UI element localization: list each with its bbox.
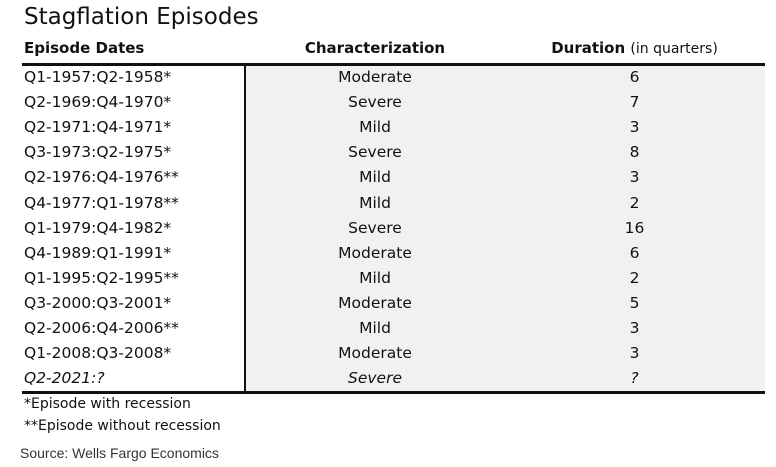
table-cell: Q1-2008:Q3-2008* (24, 344, 172, 363)
footnote: **Episode without recession (24, 418, 221, 434)
table-cell: 16 (624, 218, 645, 237)
column-header: Episode Dates (24, 39, 145, 57)
table-cell: Moderate (338, 293, 412, 312)
table-cell: Moderate (338, 344, 412, 363)
table-cell: Q2-1971:Q4-1971* (24, 118, 172, 137)
table-cell: Q3-1973:Q2-1975* (24, 143, 172, 162)
table-cell: Q2-2021:? (24, 369, 105, 388)
table-cell: Mild (359, 118, 391, 137)
divider (244, 65, 246, 392)
table-cell: Q2-1976:Q4-1976** (24, 168, 179, 187)
table-cell: Q1-1979:Q4-1982* (24, 218, 172, 237)
table-cell: Q1-1995:Q2-1995** (24, 268, 179, 287)
table-cell: Q2-2006:Q4-2006** (24, 319, 179, 337)
table-cell: Severe (348, 93, 402, 112)
table-cell: Q4-1977:Q1-1978** (24, 193, 179, 212)
table-cell: Severe (348, 218, 402, 237)
table-cell: Moderate (338, 68, 412, 86)
column-note: (in quarters) (630, 41, 718, 57)
shaded-area (246, 65, 765, 392)
table-cell: 3 (629, 118, 640, 137)
title: Stagflation Episodes (24, 4, 259, 30)
table-cell: Q2-1969:Q4-1970* (24, 93, 172, 112)
table-cell: 3 (629, 319, 640, 337)
table-cell: Q1-1957:Q2-1958* (24, 68, 172, 86)
footnote: *Episode with recession (24, 396, 191, 412)
table-cell: Q4-1989:Q1-1991* (24, 243, 172, 262)
table-cell: ? (630, 369, 639, 388)
column-header-text: Duration (551, 39, 626, 57)
column-header: Duration (in quarters) (504, 39, 765, 57)
table-cell: 2 (629, 193, 640, 212)
table-cell: 7 (629, 93, 640, 112)
table-cell: 2 (629, 268, 640, 287)
source: Source: Wells Fargo Economics (20, 445, 219, 461)
table-cell: Moderate (338, 243, 412, 262)
table-cell: 3 (629, 168, 640, 187)
table-cell: 8 (629, 143, 640, 162)
rule (22, 63, 765, 66)
table-cell: Mild (359, 268, 391, 287)
table-cell: Severe (348, 369, 402, 388)
table-cell: 6 (629, 243, 640, 262)
table-cell: Mild (359, 193, 391, 212)
table-cell: 3 (629, 344, 640, 363)
rule (22, 391, 765, 394)
table-cell: Severe (348, 143, 402, 162)
table-cell: 6 (629, 68, 640, 86)
table-cell: Q3-2000:Q3-2001* (24, 293, 172, 312)
table-cell: Mild (359, 168, 391, 187)
column-header: Characterization (304, 39, 446, 57)
table-cell: Mild (359, 319, 391, 337)
table-cell: 5 (629, 293, 640, 312)
